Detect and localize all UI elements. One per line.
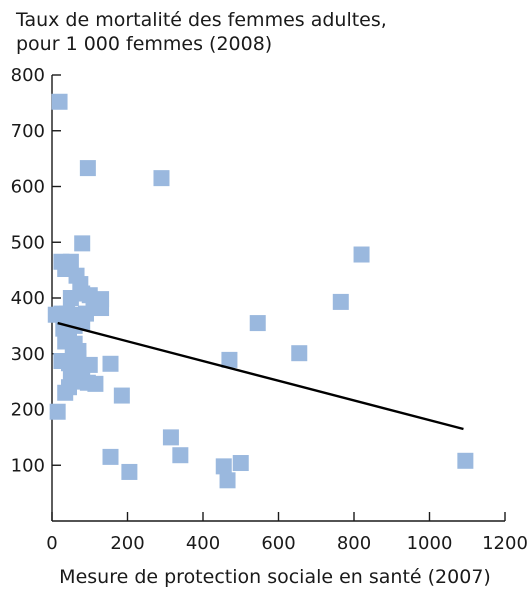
x-tick-label: 1000 <box>407 533 453 554</box>
data-point <box>172 447 189 464</box>
data-points <box>47 93 474 489</box>
x-tick-label: 800 <box>337 533 371 554</box>
x-tick-label: 400 <box>186 533 220 554</box>
data-point <box>102 355 119 372</box>
data-point <box>57 384 74 401</box>
y-tick-label: 700 <box>11 121 45 142</box>
y-tick-label: 800 <box>11 65 45 86</box>
y-tick-label: 500 <box>11 232 45 253</box>
data-point <box>353 246 370 263</box>
data-point <box>62 290 79 306</box>
y-tick-label: 100 <box>11 455 45 476</box>
data-point <box>162 429 179 446</box>
chart-title-line-2: pour 1 000 femmes (2008) <box>16 33 273 55</box>
data-point <box>51 93 68 110</box>
data-point <box>47 306 64 323</box>
y-tick-label: 400 <box>11 288 45 309</box>
data-point <box>74 235 91 252</box>
axes <box>51 75 505 522</box>
x-tick-label: 0 <box>46 533 57 554</box>
x-tick-label: 1200 <box>482 533 528 554</box>
chart-title-line-1: Taux de mortalité des femmes adultes, <box>16 9 387 31</box>
data-point <box>79 374 96 391</box>
data-point <box>249 315 266 332</box>
chart-title: Taux de mortalité des femmes adultes, po… <box>16 8 516 56</box>
data-point <box>121 463 138 480</box>
data-point <box>74 362 91 379</box>
data-point <box>113 387 130 404</box>
x-tick-label: 600 <box>261 533 295 554</box>
y-tick-label: 600 <box>11 177 45 198</box>
trend-line <box>57 321 464 431</box>
data-point <box>102 448 119 465</box>
y-tick-label: 300 <box>11 344 45 365</box>
data-point <box>219 472 236 489</box>
y-axis-ticks: 100 200 300 400 500 600 700 800 <box>11 65 61 476</box>
data-point <box>153 170 170 187</box>
data-point <box>215 458 232 475</box>
data-point <box>49 403 66 420</box>
y-tick-label: 200 <box>11 400 45 421</box>
x-tick-label: 200 <box>110 533 144 554</box>
data-point <box>332 293 349 310</box>
x-axis-title: Mesure de protection sociale en santé (2… <box>59 566 491 588</box>
data-point <box>232 455 249 472</box>
x-axis-ticks: 0 200 400 600 800 1000 1200 <box>46 512 528 554</box>
data-point <box>79 160 96 177</box>
data-point <box>221 351 238 368</box>
data-point <box>457 452 474 469</box>
data-point <box>291 345 308 362</box>
data-point <box>70 350 87 367</box>
